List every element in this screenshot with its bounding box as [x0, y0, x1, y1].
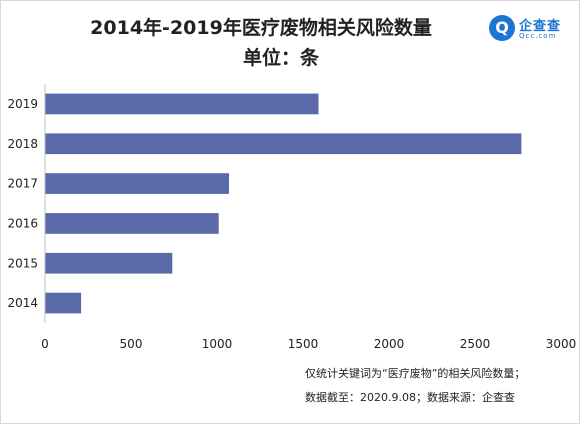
x-tick-label-2500: 2500 [460, 337, 491, 351]
qcc-logo: Q 企查查 Qcc.com [489, 15, 573, 45]
bar-2019 [45, 93, 319, 115]
logo-domain: Qcc.com [519, 32, 557, 40]
y-tick-label-2019: 2019 [7, 97, 38, 111]
bar-2018 [45, 133, 522, 155]
bar-2017 [45, 173, 229, 194]
y-tick-label-2014: 2014 [7, 296, 38, 310]
x-tick-label-3000: 3000 [546, 337, 577, 351]
note-line-1: 仅统计关键词为“医疗废物”的相关风险数量； [305, 367, 526, 380]
magnifier-logo-icon: Q [489, 15, 515, 41]
y-tick-label-2016: 2016 [7, 216, 38, 230]
y-tick-label-2015: 2015 [7, 256, 38, 270]
bar-2014 [45, 292, 82, 314]
y-tick-label-2018: 2018 [7, 137, 38, 151]
chart-title: 2014年-2019年医疗废物相关风险数量 [90, 17, 432, 39]
chart-subtitle: 单位：条 [242, 47, 319, 69]
x-tick-label-1000: 1000 [202, 337, 233, 351]
x-tick-label-0: 0 [41, 337, 49, 351]
note-line-2: 数据截至：2020.9.08；数据来源：企查查 [305, 391, 515, 404]
logo-name: 企查查 [519, 19, 562, 34]
bar-2015 [45, 252, 173, 274]
x-tick-label-500: 500 [120, 337, 143, 351]
x-tick-label-2000: 2000 [374, 337, 405, 351]
y-tick-label-2017: 2017 [7, 177, 38, 191]
bar-2016 [45, 213, 219, 234]
x-tick-label-1500: 1500 [288, 337, 319, 351]
